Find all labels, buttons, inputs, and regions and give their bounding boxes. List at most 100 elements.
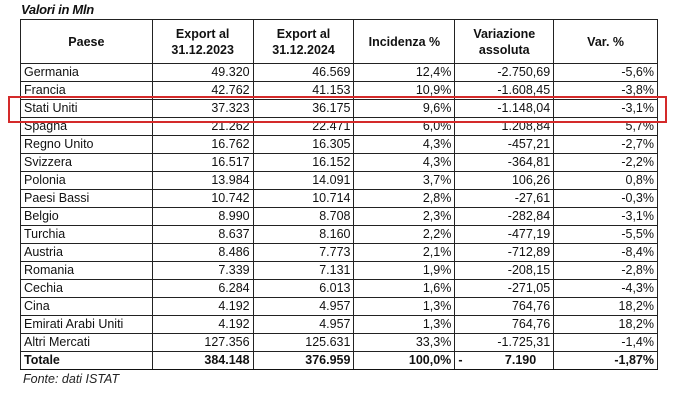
table-cell: 9,6% bbox=[353, 99, 456, 118]
table-cell: 16.305 bbox=[252, 135, 355, 154]
table-cell: 12,4% bbox=[353, 63, 456, 82]
table-cell: 8.160 bbox=[252, 225, 355, 244]
header-text: 31.12.2023 bbox=[171, 42, 234, 57]
header-text: 31.12.2024 bbox=[272, 42, 335, 57]
table-cell: -8,4% bbox=[553, 243, 658, 262]
table-cell: 14.091 bbox=[252, 171, 355, 190]
table-cell: Romania bbox=[20, 261, 153, 280]
table-cell: -3,8% bbox=[553, 81, 658, 100]
table-row: Turchia 8.637 8.160 2,2% -477,19 -5,5% bbox=[20, 225, 658, 244]
table-cell: -4,3% bbox=[553, 279, 658, 298]
table-cell: 46.569 bbox=[252, 63, 355, 82]
table-row: Romania 7.339 7.131 1,9% -208,15 -2,8% bbox=[20, 261, 658, 280]
table-cell: 2,1% bbox=[353, 243, 456, 262]
table-cell: 7.773 bbox=[252, 243, 355, 262]
table-cell: 16.152 bbox=[252, 153, 355, 172]
table-cell: -271,05 bbox=[454, 279, 555, 298]
table-cell: -1,4% bbox=[553, 333, 658, 352]
table-cell: 7.339 bbox=[151, 261, 254, 280]
header-text: Export al bbox=[175, 26, 230, 41]
table-cell: -282,84 bbox=[454, 207, 555, 226]
table-cell: 2,8% bbox=[353, 189, 456, 208]
table-row: Emirati Arabi Uniti 4.192 4.957 1,3% 764,76 1… bbox=[20, 315, 658, 334]
table-row: Stati Uniti 37.323 36.175 9,6% -1.148,04 -3,1… bbox=[20, 99, 658, 118]
column-header: Var. % bbox=[553, 19, 658, 64]
table-cell: -27,61 bbox=[454, 189, 555, 208]
table-cell: -3,1% bbox=[553, 207, 658, 226]
table-cell: 106,26 bbox=[454, 171, 555, 190]
table-cell: 1,3% bbox=[353, 315, 456, 334]
table-cell: Cechia bbox=[20, 279, 153, 298]
table-cell: -3,1% bbox=[553, 99, 658, 118]
table-cell: Regno Unito bbox=[20, 135, 153, 154]
table-cell: 127.356 bbox=[151, 333, 254, 352]
table-cell: Paesi Bassi bbox=[20, 189, 153, 208]
table-cell: 4,3% bbox=[353, 153, 456, 172]
table-cell: -2.750,69 bbox=[454, 63, 555, 82]
table-cell: 10.714 bbox=[252, 189, 355, 208]
table-cell: Belgio bbox=[20, 207, 153, 226]
total-row: Totale 384.148 376.959 100,0% - 7.190 -1,… bbox=[20, 351, 658, 370]
table-row: Altri Mercati 127.356 125.631 33,3% -1.725,3… bbox=[20, 333, 658, 352]
table-cell: 49.320 bbox=[151, 63, 254, 82]
source-note: Fonte: dati ISTAT bbox=[23, 372, 120, 386]
table-cell: 16.762 bbox=[151, 135, 254, 154]
table-cell: 2,2% bbox=[353, 225, 456, 244]
table-cell: Cina bbox=[20, 297, 153, 316]
table-cell: -477,19 bbox=[454, 225, 555, 244]
column-header: Export al 31.12.2023 bbox=[151, 19, 254, 64]
table-cell: 33,3% bbox=[353, 333, 456, 352]
total-export-2024: 376.959 bbox=[252, 351, 355, 370]
table-row: Paesi Bassi 10.742 10.714 2,8% -27,61 -0,3% bbox=[20, 189, 658, 208]
header-text: Variazione bbox=[473, 26, 536, 41]
table-cell: -208,15 bbox=[454, 261, 555, 280]
table-cell: 0,8% bbox=[553, 171, 658, 190]
table-cell: 764,76 bbox=[454, 315, 555, 334]
table-cell: 6.284 bbox=[151, 279, 254, 298]
table-cell: -1.608,45 bbox=[454, 81, 555, 100]
table-cell: 8.990 bbox=[151, 207, 254, 226]
table-row: Francia 42.762 41.153 10,9% -1.608,45 -3,8% bbox=[20, 81, 658, 100]
table-cell: -457,21 bbox=[454, 135, 555, 154]
table-cell: Turchia bbox=[20, 225, 153, 244]
header-text: Var. % bbox=[587, 34, 625, 49]
table-cell: 4,3% bbox=[353, 135, 456, 154]
table-row: Cechia 6.284 6.013 1,6% -271,05 -4,3% bbox=[20, 279, 658, 298]
table-cell: 10,9% bbox=[353, 81, 456, 100]
table-cell: 16.517 bbox=[151, 153, 254, 172]
table-cell: 4.957 bbox=[252, 315, 355, 334]
table-cell: 13.984 bbox=[151, 171, 254, 190]
table-cell: 2,3% bbox=[353, 207, 456, 226]
table-cell: 125.631 bbox=[252, 333, 355, 352]
highlight-box bbox=[8, 96, 667, 123]
table-cell: 6.013 bbox=[252, 279, 355, 298]
header-text: assoluta bbox=[478, 42, 530, 57]
column-header: Incidenza % bbox=[353, 19, 456, 64]
table-cell: Emirati Arabi Uniti bbox=[20, 315, 153, 334]
table-cell: -2,8% bbox=[553, 261, 658, 280]
total-incidenza: 100,0% bbox=[353, 351, 456, 370]
table-cell: 36.175 bbox=[252, 99, 355, 118]
column-header: Export al 31.12.2024 bbox=[252, 19, 355, 64]
table-cell: -1.148,04 bbox=[454, 99, 555, 118]
table-row: Polonia 13.984 14.091 3,7% 106,26 0,8% bbox=[20, 171, 658, 190]
table-cell: 4.192 bbox=[151, 297, 254, 316]
total-export-2023: 384.148 bbox=[151, 351, 254, 370]
total-variazione-sign: - bbox=[458, 353, 463, 367]
export-table: Paese Export al 31.12.2023 Export al 31.12.2… bbox=[20, 19, 658, 370]
table-cell: Polonia bbox=[20, 171, 153, 190]
table-cell: 8.637 bbox=[151, 225, 254, 244]
total-variazione: - 7.190 bbox=[454, 351, 555, 370]
table-cell: 41.153 bbox=[252, 81, 355, 100]
total-variazione-value: 7.190 bbox=[504, 353, 537, 367]
table-cell: Austria bbox=[20, 243, 153, 262]
table-row: Cina 4.192 4.957 1,3% 764,76 18,2% bbox=[20, 297, 658, 316]
table-cell: 8.486 bbox=[151, 243, 254, 262]
table-row: Austria 8.486 7.773 2,1% -712,89 -8,4% bbox=[20, 243, 658, 262]
table-cell: -0,3% bbox=[553, 189, 658, 208]
header-text: Export al bbox=[276, 26, 331, 41]
table-row: Belgio 8.990 8.708 2,3% -282,84 -3,1% bbox=[20, 207, 658, 226]
table-cell: -5,5% bbox=[553, 225, 658, 244]
table-row: Svizzera 16.517 16.152 4,3% -364,81 -2,2% bbox=[20, 153, 658, 172]
header-text: Incidenza % bbox=[368, 34, 441, 49]
